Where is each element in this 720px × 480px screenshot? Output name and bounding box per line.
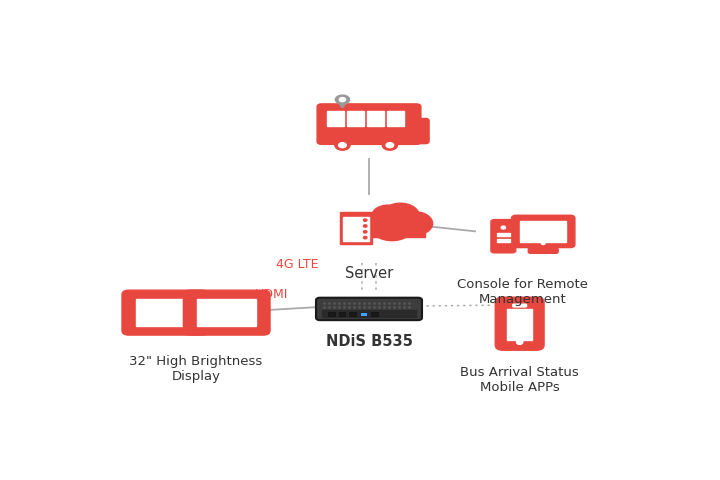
FancyBboxPatch shape [122,290,209,335]
FancyBboxPatch shape [327,111,344,126]
FancyBboxPatch shape [347,111,364,126]
Circle shape [372,205,404,226]
Circle shape [360,212,392,233]
FancyBboxPatch shape [328,312,335,316]
FancyBboxPatch shape [197,299,256,326]
FancyBboxPatch shape [340,212,372,244]
Text: HDMI: HDMI [255,288,288,301]
FancyBboxPatch shape [184,290,270,335]
Text: 4G LTE: 4G LTE [276,258,319,271]
FancyBboxPatch shape [136,299,194,326]
Circle shape [541,242,545,244]
Circle shape [364,219,367,221]
Circle shape [386,143,394,148]
FancyBboxPatch shape [507,309,532,339]
Circle shape [335,95,350,105]
Circle shape [335,140,350,150]
Text: 32" High Brightness
Display: 32" High Brightness Display [130,355,263,383]
FancyBboxPatch shape [343,229,369,235]
Circle shape [516,340,523,344]
FancyBboxPatch shape [512,215,575,248]
FancyBboxPatch shape [317,104,421,144]
Circle shape [338,143,346,148]
Circle shape [397,212,433,235]
FancyBboxPatch shape [338,312,346,316]
FancyBboxPatch shape [316,298,422,320]
FancyBboxPatch shape [343,217,369,223]
FancyBboxPatch shape [521,221,566,242]
FancyBboxPatch shape [497,239,510,242]
FancyBboxPatch shape [513,304,526,307]
FancyBboxPatch shape [367,111,384,126]
FancyBboxPatch shape [387,111,404,126]
Circle shape [364,237,367,239]
FancyBboxPatch shape [369,223,426,237]
Text: NDiS B535: NDiS B535 [325,334,413,349]
Polygon shape [337,101,348,108]
FancyBboxPatch shape [497,233,510,236]
Text: Server: Server [345,266,393,281]
Circle shape [364,230,367,233]
Circle shape [364,225,367,227]
Text: Bus Arrival Status
Mobile APPs: Bus Arrival Status Mobile APPs [460,366,579,394]
FancyBboxPatch shape [491,219,516,253]
Text: Console for Remote
Management: Console for Remote Management [457,277,588,305]
Circle shape [501,226,505,229]
FancyBboxPatch shape [343,235,369,240]
Circle shape [370,212,414,240]
FancyBboxPatch shape [349,312,356,316]
FancyBboxPatch shape [360,312,367,316]
Circle shape [339,97,346,102]
Circle shape [382,203,419,228]
Circle shape [382,140,397,150]
FancyBboxPatch shape [495,297,544,350]
FancyBboxPatch shape [322,310,416,317]
FancyBboxPatch shape [412,119,429,144]
FancyBboxPatch shape [371,312,378,316]
FancyBboxPatch shape [528,248,558,253]
FancyBboxPatch shape [343,223,369,229]
